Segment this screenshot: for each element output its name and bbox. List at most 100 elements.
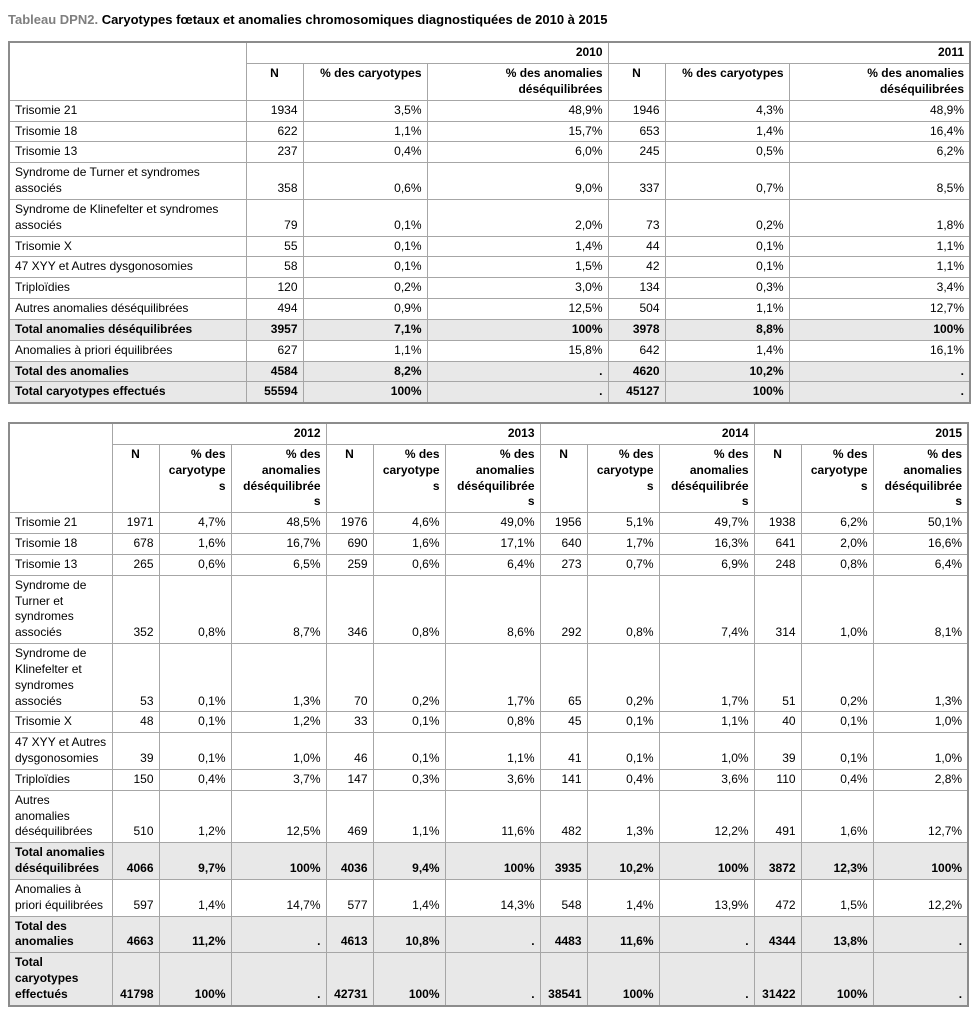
- value-cell: 1,0%: [872, 711, 969, 734]
- value-cell: 13,9%: [658, 878, 755, 917]
- value-cell: 577: [325, 878, 374, 917]
- value-cell: 4584: [245, 360, 304, 383]
- value-cell: 0,8%: [444, 711, 541, 734]
- value-cell: 120: [245, 277, 304, 300]
- value-cell: 0,8%: [158, 574, 232, 645]
- table-title-main: Caryotypes fœtaux et anomalies chromosom…: [101, 12, 608, 27]
- value-cell: 100%: [158, 952, 232, 1007]
- value-cell: 0,6%: [302, 162, 428, 200]
- row-label: Total anomalies déséquilibrées: [8, 842, 113, 880]
- value-cell: 690: [325, 533, 374, 555]
- value-cell: 472: [753, 878, 802, 917]
- total-row: Total des anomalies 4584 8,2%. 4620 10,2%.: [8, 360, 971, 383]
- value-cell: 337: [607, 162, 666, 200]
- value-cell: 237: [245, 141, 304, 164]
- column-header-row: N% des caryotypes% des anomalies déséqui…: [9, 63, 971, 101]
- total-row: Total anomalies déséquilibrées 4066 9,7% 10…: [8, 842, 969, 880]
- value-cell: 14,3%: [444, 878, 541, 917]
- value-cell: 1,1%: [302, 339, 428, 362]
- value-cell: 1,1%: [372, 789, 446, 844]
- value-cell: 51: [753, 643, 802, 713]
- value-cell: 4344: [753, 915, 802, 954]
- value-cell: 1,3%: [586, 789, 660, 844]
- value-cell: 1,1%: [302, 120, 428, 143]
- value-cell: 0,6%: [158, 553, 232, 576]
- value-cell: 0,5%: [664, 141, 790, 164]
- value-cell: .: [788, 360, 971, 383]
- value-cell: 39: [111, 732, 160, 770]
- value-cell: 640: [539, 533, 588, 555]
- row-label: Syndrome de Turner et syndromes associés: [8, 574, 113, 645]
- value-cell: 9,7%: [158, 842, 232, 880]
- value-cell: 49,0%: [444, 512, 541, 535]
- col-header-pct-caryotypes-2010: % des caryotypes: [302, 63, 428, 101]
- value-cell: 14,7%: [230, 878, 327, 917]
- col-header-n-2013: N: [325, 443, 374, 514]
- value-cell: 45: [539, 711, 588, 734]
- value-cell: 0,2%: [372, 643, 446, 713]
- table-row: Trisomie X 48 0,1% 1,2% 33 0,1% 0,8% 45 0,1% 1,1%…: [8, 711, 969, 734]
- value-cell: 248: [753, 553, 802, 576]
- value-cell: 12,3%: [800, 842, 874, 880]
- value-cell: 0,3%: [372, 768, 446, 791]
- value-cell: 1,4%: [586, 878, 660, 917]
- row-label: Trisomie X: [8, 235, 247, 258]
- value-cell: 8,5%: [788, 162, 971, 200]
- value-cell: 10,2%: [664, 360, 790, 383]
- value-cell: 1,7%: [586, 533, 660, 555]
- value-cell: 510: [111, 789, 160, 844]
- value-cell: 42: [607, 256, 666, 279]
- value-cell: 3,0%: [426, 277, 609, 300]
- value-cell: 0,6%: [372, 553, 446, 576]
- value-cell: 100%: [372, 952, 446, 1007]
- value-cell: 1,6%: [158, 533, 232, 555]
- value-cell: 0,1%: [586, 711, 660, 734]
- value-cell: .: [426, 381, 609, 404]
- value-cell: 0,1%: [302, 235, 428, 258]
- value-cell: 100%: [800, 952, 874, 1007]
- value-cell: .: [230, 952, 327, 1007]
- value-cell: 1,1%: [788, 235, 971, 258]
- value-cell: 642: [607, 339, 666, 362]
- value-cell: 0,1%: [158, 711, 232, 734]
- value-cell: 16,1%: [788, 339, 971, 362]
- col-header-n-2010: N: [245, 63, 304, 101]
- total-row: Total caryotypes effectués 41798 100%. 4273…: [8, 952, 969, 1007]
- value-cell: 1,4%: [158, 878, 232, 917]
- value-cell: 134: [607, 277, 666, 300]
- value-cell: 0,2%: [302, 277, 428, 300]
- value-cell: 2,0%: [426, 198, 609, 237]
- table-row: Syndrome de Turner et syndromes associés…: [8, 574, 969, 645]
- value-cell: 11,6%: [444, 789, 541, 844]
- row-label: Trisomie 13: [8, 141, 247, 164]
- value-cell: 100%: [302, 381, 428, 404]
- value-cell: 1946: [607, 99, 666, 122]
- value-cell: 147: [325, 768, 374, 791]
- value-cell: .: [872, 952, 969, 1007]
- value-cell: 8,2%: [302, 360, 428, 383]
- value-cell: 0,2%: [664, 198, 790, 237]
- value-cell: 100%: [230, 842, 327, 880]
- value-cell: 245: [607, 141, 666, 164]
- value-cell: 0,1%: [800, 711, 874, 734]
- value-cell: 7,1%: [302, 318, 428, 341]
- value-cell: 0,3%: [664, 277, 790, 300]
- value-cell: 73: [607, 198, 666, 237]
- value-cell: 548: [539, 878, 588, 917]
- value-cell: 4,6%: [372, 512, 446, 535]
- value-cell: 273: [539, 553, 588, 576]
- value-cell: 100%: [664, 381, 790, 404]
- col-header-pct-caryotypes-2012: % des caryotypes: [158, 443, 232, 514]
- row-label: Triploïdies: [8, 768, 113, 791]
- table-row: Trisomie 18 622 1,1% 15,7% 653 1,4% 16,4%: [8, 120, 971, 143]
- row-label: Trisomie 18: [8, 120, 247, 143]
- value-cell: 48,5%: [230, 512, 327, 535]
- value-cell: 3,4%: [788, 277, 971, 300]
- value-cell: .: [658, 915, 755, 954]
- value-cell: 9,0%: [426, 162, 609, 200]
- value-cell: 259: [325, 553, 374, 576]
- value-cell: 12,2%: [658, 789, 755, 844]
- value-cell: 1,5%: [426, 256, 609, 279]
- value-cell: 100%: [872, 842, 969, 880]
- value-cell: 46: [325, 732, 374, 770]
